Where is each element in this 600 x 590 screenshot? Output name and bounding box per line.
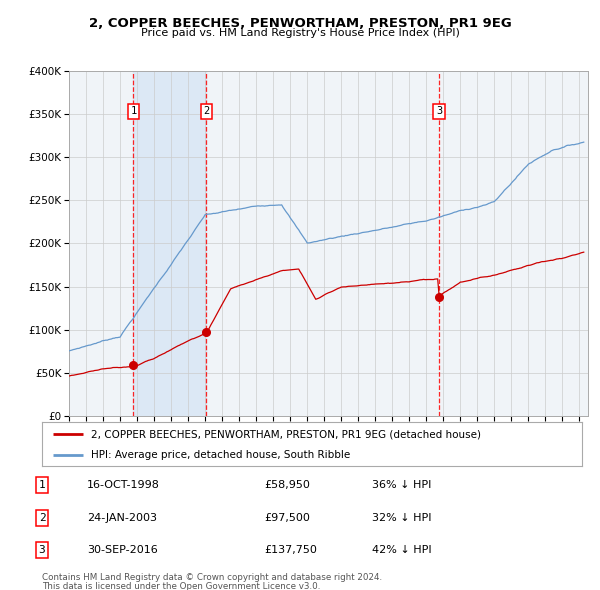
Text: 16-OCT-1998: 16-OCT-1998 bbox=[87, 480, 160, 490]
Text: 36% ↓ HPI: 36% ↓ HPI bbox=[372, 480, 431, 490]
Text: £137,750: £137,750 bbox=[264, 545, 317, 555]
Text: 2, COPPER BEECHES, PENWORTHAM, PRESTON, PR1 9EG: 2, COPPER BEECHES, PENWORTHAM, PRESTON, … bbox=[89, 17, 511, 30]
Text: £97,500: £97,500 bbox=[264, 513, 310, 523]
Text: 30-SEP-2016: 30-SEP-2016 bbox=[87, 545, 158, 555]
Text: 3: 3 bbox=[436, 106, 442, 116]
Text: 2: 2 bbox=[38, 513, 46, 523]
Text: 24-JAN-2003: 24-JAN-2003 bbox=[87, 513, 157, 523]
Text: 2: 2 bbox=[203, 106, 209, 116]
Text: 32% ↓ HPI: 32% ↓ HPI bbox=[372, 513, 431, 523]
Text: This data is licensed under the Open Government Licence v3.0.: This data is licensed under the Open Gov… bbox=[42, 582, 320, 590]
Text: 2, COPPER BEECHES, PENWORTHAM, PRESTON, PR1 9EG (detached house): 2, COPPER BEECHES, PENWORTHAM, PRESTON, … bbox=[91, 430, 481, 439]
Text: 42% ↓ HPI: 42% ↓ HPI bbox=[372, 545, 431, 555]
Text: Price paid vs. HM Land Registry's House Price Index (HPI): Price paid vs. HM Land Registry's House … bbox=[140, 28, 460, 38]
Text: 3: 3 bbox=[38, 545, 46, 555]
Text: £58,950: £58,950 bbox=[264, 480, 310, 490]
Bar bbox=[133, 71, 206, 416]
Text: 1: 1 bbox=[38, 480, 46, 490]
Text: HPI: Average price, detached house, South Ribble: HPI: Average price, detached house, Sout… bbox=[91, 450, 350, 460]
Text: Contains HM Land Registry data © Crown copyright and database right 2024.: Contains HM Land Registry data © Crown c… bbox=[42, 573, 382, 582]
Text: 1: 1 bbox=[130, 106, 137, 116]
